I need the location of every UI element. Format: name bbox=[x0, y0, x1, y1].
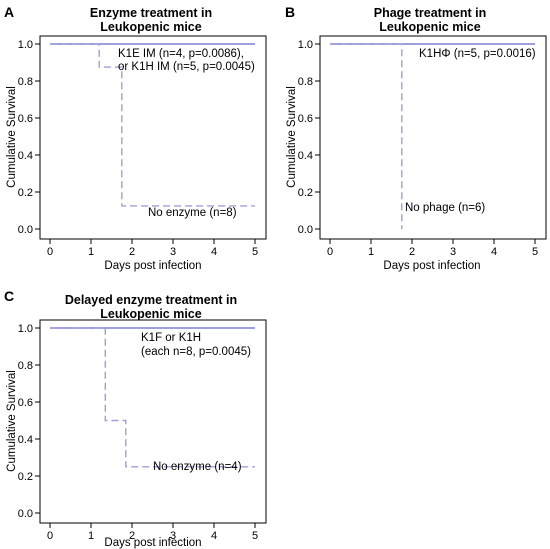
x-tick-label: 1 bbox=[88, 246, 94, 258]
y-axis-label: Cumulative Survival bbox=[6, 370, 18, 472]
x-tick-label: 0 bbox=[327, 246, 333, 258]
chart-title-line-1: Enzyme treatment in bbox=[90, 6, 212, 20]
x-tick-label: 1 bbox=[88, 530, 94, 542]
y-tick-label: 0.0 bbox=[298, 224, 313, 236]
y-tick-label: 0.2 bbox=[298, 187, 313, 199]
annotation-treated: K1HΦ (n=5, p=0.0016) bbox=[419, 48, 536, 60]
panel-label-c: C bbox=[4, 288, 14, 304]
panel-b: B Phage treatment in Leukopenic mice 0 1 2… bbox=[285, 4, 547, 272]
y-tick-label: 0.6 bbox=[18, 397, 33, 409]
x-tick-label: 4 bbox=[491, 246, 497, 258]
chart-title-line-2: Leukopenic mice bbox=[379, 20, 480, 34]
x-tick-label: 4 bbox=[211, 530, 217, 542]
x-tick-label: 3 bbox=[170, 530, 176, 542]
chart-title-line-2: Leukopenic mice bbox=[100, 307, 201, 321]
y-tick-label: 0.8 bbox=[298, 76, 313, 88]
y-tick-label: 0.0 bbox=[18, 224, 33, 236]
x-tick-label: 5 bbox=[252, 530, 258, 542]
x-tick-label: 2 bbox=[409, 246, 415, 258]
plot-area: 0 1 2 3 4 5 0.0 0.2 0.4 0.6 0.8 1.0 bbox=[18, 323, 258, 542]
survival-curve-control bbox=[50, 327, 255, 468]
y-tick-label: 0.6 bbox=[298, 113, 313, 125]
y-axis-label: Cumulative Survival bbox=[6, 86, 18, 188]
plot-frame bbox=[39, 319, 267, 524]
y-tick-label: 0.4 bbox=[298, 150, 313, 162]
chart-title-line-1: Delayed enzyme treatment in bbox=[65, 293, 237, 307]
chart-title-line-1: Phage treatment in bbox=[374, 6, 487, 20]
x-tick-label: 1 bbox=[368, 246, 374, 258]
survival-curve-control bbox=[50, 43, 255, 207]
y-tick-label: 0.4 bbox=[18, 434, 33, 446]
panel-label-b: B bbox=[285, 4, 295, 20]
y-tick-label: 0.4 bbox=[18, 150, 33, 162]
annotation-control: No phage (n=6) bbox=[405, 202, 485, 214]
y-tick-label: 1.0 bbox=[298, 39, 313, 51]
y-tick-label: 0.8 bbox=[18, 360, 33, 372]
x-axis-label: Days post infection bbox=[104, 537, 201, 549]
annotation-control: No enzyme (n=4) bbox=[153, 461, 242, 473]
x-tick-label: 0 bbox=[47, 246, 53, 258]
y-axis-label: Cumulative Survival bbox=[286, 86, 298, 188]
annotation-treated-line-1: K1F or K1H bbox=[141, 332, 201, 344]
survival-curve-control bbox=[330, 43, 403, 229]
plot-area: 0 1 2 3 4 5 0.0 0.2 0.4 0.6 0.8 1.0 bbox=[298, 39, 538, 258]
y-tick-label: 1.0 bbox=[18, 39, 33, 51]
x-axis-label: Days post infection bbox=[383, 260, 480, 272]
x-tick-label: 0 bbox=[47, 530, 53, 542]
panel-a: A Enzyme treatment in Leukopenic mice 0 1… bbox=[4, 4, 267, 272]
y-tick-label: 0.2 bbox=[18, 471, 33, 483]
x-tick-label: 3 bbox=[170, 246, 176, 258]
x-tick-label: 4 bbox=[211, 246, 217, 258]
y-tick-label: 1.0 bbox=[18, 323, 33, 335]
x-tick-label: 2 bbox=[129, 530, 135, 542]
annotation-treated-line-1: K1E IM (n=4, p=0.0086), bbox=[118, 48, 244, 60]
x-tick-label: 3 bbox=[450, 246, 456, 258]
panel-label-a: A bbox=[4, 4, 14, 20]
plot-frame bbox=[39, 35, 267, 240]
y-tick-label: 0.6 bbox=[18, 113, 33, 125]
x-tick-label: 5 bbox=[252, 246, 258, 258]
annotation-treated-line-2: (each n=8, p=0.0045) bbox=[141, 346, 251, 358]
x-tick-label: 5 bbox=[532, 246, 538, 258]
y-tick-label: 0.8 bbox=[18, 76, 33, 88]
chart-title-line-2: Leukopenic mice bbox=[100, 20, 201, 34]
annotation-control: No enzyme (n=8) bbox=[148, 207, 237, 219]
panel-c: C Delayed enzyme treatment in Leukopenic… bbox=[4, 288, 267, 549]
y-tick-label: 0.2 bbox=[18, 187, 33, 199]
plot-frame bbox=[319, 35, 547, 240]
y-tick-label: 0.0 bbox=[18, 508, 33, 520]
plot-area: 0 1 2 3 4 5 0.0 0.2 0.4 0.6 0.8 1.0 bbox=[18, 39, 258, 258]
x-axis-label: Days post infection bbox=[104, 260, 201, 272]
x-tick-label: 2 bbox=[129, 246, 135, 258]
annotation-treated-line-2: or K1H IM (n=5, p=0.0045) bbox=[118, 61, 255, 73]
